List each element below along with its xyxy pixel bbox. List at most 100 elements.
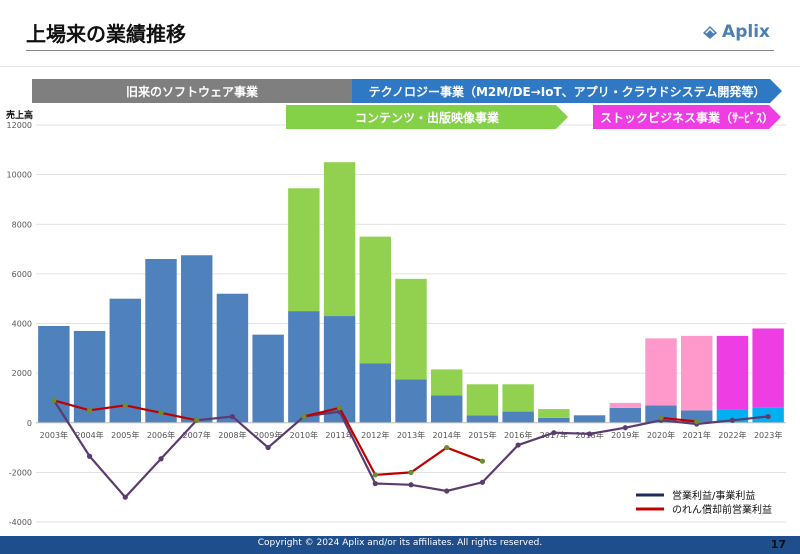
page-number: 17 xyxy=(770,538,786,551)
revenue-chart: -4000 -2000 0 2000 4000 6000 8000 10000 12000 200… xyxy=(7,121,786,527)
bar-segment xyxy=(323,316,356,423)
band-label: コンテンツ・出版映像事業 xyxy=(354,110,499,125)
x-tick-label: 2009年 xyxy=(254,430,282,440)
band-label: ストックビジネス事業（ｻｰﾋﾞｽ） xyxy=(599,110,774,125)
y-tick-label: 6000 xyxy=(12,270,32,279)
bar-segment xyxy=(431,369,463,396)
band-content-publishing: コンテンツ・出版映像事業 xyxy=(286,105,568,129)
line-point xyxy=(336,405,343,411)
x-tick-label: 2011年 xyxy=(325,430,353,440)
y-tick-label: 8000 xyxy=(12,220,32,229)
x-tick-label: 2008年 xyxy=(218,430,246,440)
x-tick-label: 2006年 xyxy=(147,430,175,440)
bar-segment xyxy=(252,334,284,423)
bar-segment xyxy=(395,278,427,380)
line-point xyxy=(229,413,236,420)
x-tick-label: 2010年 xyxy=(290,430,318,440)
footer-bar: Copyright © 2024 Aplix and/or its affili… xyxy=(0,536,800,554)
line-point xyxy=(479,479,486,485)
x-tick-label: 2016年 xyxy=(504,430,532,440)
bar-segment xyxy=(752,328,784,408)
x-tick-label: 2014年 xyxy=(433,430,461,440)
x-tick-label: 2003年 xyxy=(40,430,68,440)
y-axis-label: 売上高 xyxy=(6,111,34,121)
bar-segment xyxy=(466,415,499,423)
bar-segment xyxy=(181,255,213,423)
band-stock-shape xyxy=(593,105,781,129)
bar-segment xyxy=(716,335,749,410)
line-point xyxy=(122,494,128,500)
line-point xyxy=(444,444,450,451)
x-tick-label: 2020年 xyxy=(647,430,675,440)
y-tick-label: 10000 xyxy=(7,171,32,180)
band-label: テクノロジー事業（M2M/DE→IoT、アプリ・クラウドシステム開発等） xyxy=(368,84,766,99)
line-point xyxy=(658,415,664,421)
line-point xyxy=(622,425,628,431)
x-tick-label: 2012年 xyxy=(361,430,389,440)
line-point xyxy=(194,417,200,423)
line-point xyxy=(408,482,414,488)
y-tick-label: 4000 xyxy=(12,320,32,329)
bar-segment xyxy=(288,311,320,423)
x-tick-label: 2005年 xyxy=(111,430,139,440)
bar-segment xyxy=(573,415,606,423)
line-point xyxy=(86,407,93,413)
bar-segment xyxy=(502,411,534,423)
line-point xyxy=(51,397,57,404)
bar-segment xyxy=(645,338,677,406)
bar-segment xyxy=(609,407,641,423)
y-tick-label: 0 xyxy=(27,419,32,428)
x-tick-label: 2021年 xyxy=(683,430,711,440)
x-tick-label: 2023年 xyxy=(754,430,782,440)
line-point xyxy=(729,417,736,423)
chart-panel: -4000 -2000 0 2000 4000 6000 8000 10000 12000 200… xyxy=(0,66,800,537)
title-divider xyxy=(26,50,774,51)
line-point xyxy=(265,444,271,451)
bar-segment xyxy=(681,335,713,411)
bar-segment xyxy=(216,293,249,423)
bar-segment xyxy=(609,402,641,408)
bar-segment xyxy=(431,395,463,423)
line-point xyxy=(515,442,521,448)
line-point xyxy=(372,480,378,487)
y-tick-label: 12000 xyxy=(7,121,32,130)
line-point xyxy=(408,469,414,475)
logo-text: Aplix xyxy=(722,22,770,42)
bar-segment xyxy=(288,188,320,312)
band-label: 旧来のソフトウェア事業 xyxy=(125,84,258,99)
legend-label: 営業利益/事業利益 xyxy=(672,489,755,502)
line-point xyxy=(158,456,164,462)
x-tick-label: 2004年 xyxy=(75,430,103,440)
band-content-shape xyxy=(286,105,568,129)
line-point xyxy=(765,413,771,420)
bar-segment xyxy=(38,325,70,423)
bar-segment xyxy=(109,298,141,423)
line-point xyxy=(301,413,307,420)
bar-segment xyxy=(395,379,427,423)
bar-segment xyxy=(359,363,391,423)
x-tick-label: 2013年 xyxy=(397,430,425,440)
line-point xyxy=(158,410,164,416)
y-tick-label: -4000 xyxy=(9,518,32,527)
bar-segment xyxy=(323,162,356,317)
bar-segment xyxy=(502,384,534,412)
band-stock-business: ストックビジネス事業（ｻｰﾋﾞｽ） xyxy=(593,105,781,129)
band-technology-shape xyxy=(352,79,782,103)
diamond-logo-icon xyxy=(703,26,718,39)
bar-segment xyxy=(466,384,499,416)
band-technology: テクノロジー事業（M2M/DE→IoT、アプリ・クラウドシステム開発等） xyxy=(352,79,782,103)
line-point xyxy=(586,431,593,437)
bar-segment xyxy=(359,236,391,364)
line-point xyxy=(551,430,557,436)
x-tick-label: 2007年 xyxy=(183,430,211,440)
y-tick-label: 2000 xyxy=(12,369,32,378)
legend-label: のれん償却前営業利益 xyxy=(672,503,772,516)
line-point xyxy=(694,418,700,425)
page-title: 上場来の業績推移 xyxy=(26,22,186,46)
bar-segment xyxy=(145,258,177,423)
copyright-text: Copyright © 2024 Aplix and/or its affili… xyxy=(257,538,543,548)
line-point xyxy=(122,402,128,408)
line-point xyxy=(372,472,378,478)
line-point xyxy=(444,488,450,494)
x-tick-label: 2015年 xyxy=(468,430,496,440)
